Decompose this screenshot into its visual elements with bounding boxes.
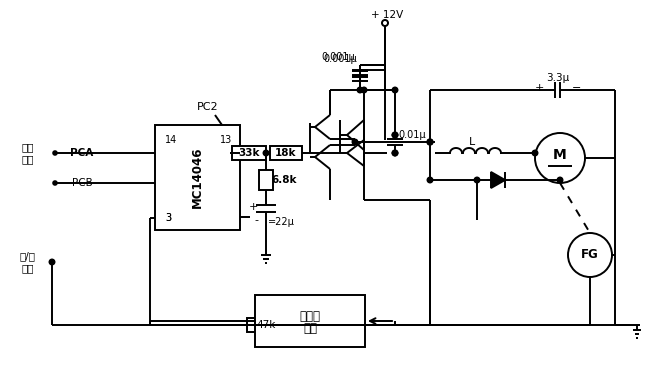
Bar bbox=[270, 146, 302, 160]
Circle shape bbox=[428, 140, 432, 144]
Text: FG: FG bbox=[581, 249, 599, 261]
Text: +: + bbox=[535, 83, 544, 93]
Circle shape bbox=[383, 21, 387, 26]
Text: 3.3μ: 3.3μ bbox=[546, 73, 570, 83]
Circle shape bbox=[393, 132, 397, 138]
Text: + 12V: + 12V bbox=[371, 10, 403, 20]
Bar bbox=[255, 295, 365, 347]
Bar bbox=[247, 318, 285, 332]
Text: L: L bbox=[469, 137, 475, 147]
Circle shape bbox=[558, 177, 562, 183]
Text: 3: 3 bbox=[165, 213, 171, 223]
Text: 0.01μ: 0.01μ bbox=[398, 130, 426, 140]
Circle shape bbox=[428, 177, 432, 183]
Text: 18k: 18k bbox=[275, 148, 297, 158]
Text: 0.001μ: 0.001μ bbox=[321, 52, 355, 62]
Text: 整形: 整形 bbox=[303, 322, 317, 336]
Polygon shape bbox=[491, 172, 505, 188]
Circle shape bbox=[53, 151, 57, 155]
Text: 放大与: 放大与 bbox=[300, 309, 321, 322]
Circle shape bbox=[393, 150, 397, 156]
Text: 33k: 33k bbox=[238, 148, 260, 158]
Text: PCB: PCB bbox=[72, 178, 92, 188]
Circle shape bbox=[535, 133, 585, 183]
Text: MC14046: MC14046 bbox=[191, 147, 204, 208]
Text: 13: 13 bbox=[220, 135, 232, 145]
Circle shape bbox=[263, 150, 269, 156]
Circle shape bbox=[428, 140, 432, 144]
Circle shape bbox=[53, 181, 57, 185]
Text: −: − bbox=[572, 83, 581, 93]
Text: +: + bbox=[249, 202, 258, 212]
Circle shape bbox=[533, 150, 537, 156]
Bar bbox=[155, 125, 240, 230]
Text: PCA: PCA bbox=[71, 148, 94, 158]
Circle shape bbox=[393, 132, 397, 138]
Bar bbox=[232, 146, 266, 160]
Text: =22μ: =22μ bbox=[268, 217, 295, 227]
Circle shape bbox=[568, 233, 612, 277]
Circle shape bbox=[393, 150, 397, 156]
Text: M: M bbox=[553, 148, 567, 162]
Text: 6.8k: 6.8k bbox=[271, 175, 297, 185]
Circle shape bbox=[352, 140, 358, 144]
Circle shape bbox=[393, 87, 397, 93]
Circle shape bbox=[50, 260, 55, 264]
Bar bbox=[259, 170, 273, 190]
Text: -: - bbox=[254, 215, 258, 225]
Circle shape bbox=[475, 177, 480, 183]
Text: PC2: PC2 bbox=[197, 102, 219, 112]
Text: 起/停
控制: 起/停 控制 bbox=[20, 251, 36, 273]
Text: 47k: 47k bbox=[256, 320, 276, 330]
Circle shape bbox=[382, 20, 388, 26]
Text: 0.001μ: 0.001μ bbox=[323, 54, 357, 64]
Text: 基准
频率: 基准 频率 bbox=[22, 142, 34, 164]
Circle shape bbox=[428, 140, 432, 144]
Text: 14: 14 bbox=[165, 135, 178, 145]
Circle shape bbox=[362, 87, 366, 93]
Text: 3: 3 bbox=[165, 213, 171, 223]
Circle shape bbox=[358, 87, 362, 93]
